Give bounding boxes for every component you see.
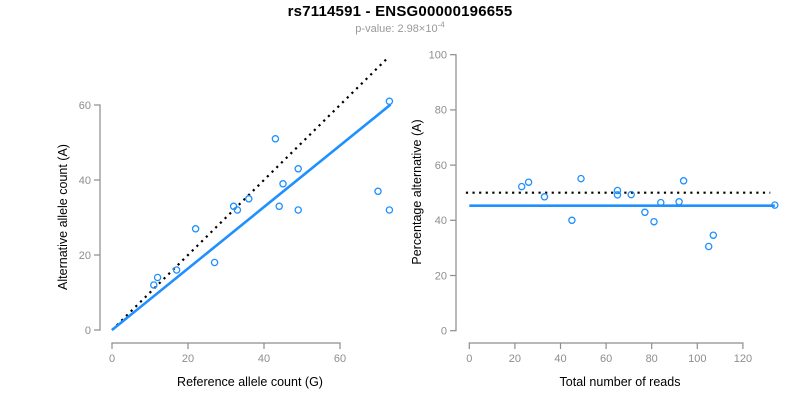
data-point bbox=[540, 193, 549, 201]
data-point bbox=[271, 135, 280, 143]
y-tick-label: 0 bbox=[441, 326, 447, 338]
data-point bbox=[374, 187, 382, 196]
y-tick-label: 60 bbox=[435, 160, 447, 172]
data-point bbox=[568, 216, 576, 225]
y-tick-label: 20 bbox=[79, 250, 91, 262]
reference-dotted-line bbox=[111, 58, 388, 331]
y-tick-label: 80 bbox=[435, 105, 447, 117]
x-tick-label: 80 bbox=[646, 353, 658, 365]
data-point bbox=[675, 198, 683, 206]
x-tick-label: 60 bbox=[334, 353, 346, 365]
x-tick-label: 40 bbox=[258, 353, 270, 365]
axes bbox=[94, 104, 341, 349]
axes bbox=[450, 54, 744, 349]
data-point bbox=[153, 273, 162, 282]
y-tick-label: 100 bbox=[429, 50, 447, 62]
allele-count-scatter: 0 20 40 60 0 20 40 60 Reference allele count (G)… bbox=[56, 58, 394, 389]
y-tick-label: 60 bbox=[79, 100, 91, 112]
data-point bbox=[229, 202, 238, 211]
y-tick-label: 20 bbox=[435, 270, 447, 282]
x-tick-label: 0 bbox=[466, 353, 472, 365]
data-point bbox=[385, 206, 394, 214]
data-point bbox=[613, 186, 622, 195]
x-axis-title: Reference allele count (G) bbox=[177, 375, 323, 389]
data-point bbox=[275, 202, 283, 211]
x-tick-label: 100 bbox=[688, 353, 706, 365]
data-point bbox=[172, 266, 181, 274]
figure-subtitle: p-value: 2.98×10-4 bbox=[0, 20, 800, 35]
data-point bbox=[233, 206, 242, 214]
data-points bbox=[517, 174, 779, 251]
x-axis-title: Total number of reads bbox=[560, 375, 681, 389]
y-axis-title: Alternative allele count (A) bbox=[56, 144, 70, 290]
data-point bbox=[709, 231, 718, 239]
data-point bbox=[294, 206, 302, 214]
x-tick-label: 20 bbox=[182, 353, 194, 365]
y-tick-label: 40 bbox=[435, 215, 447, 227]
figure-title: rs7114591 - ENSG00000196655 bbox=[287, 3, 513, 20]
x-tick-label: 120 bbox=[734, 353, 752, 365]
figure-header: rs7114591 - ENSG00000196655 p-value: 2.9… bbox=[0, 3, 800, 35]
data-point bbox=[294, 165, 302, 173]
data-point bbox=[627, 190, 635, 199]
data-point bbox=[245, 195, 253, 203]
data-point bbox=[641, 208, 649, 217]
x-tick-label: 0 bbox=[109, 353, 115, 365]
data-point bbox=[385, 97, 394, 106]
pvalue-exponent: -4 bbox=[437, 20, 445, 30]
data-point bbox=[524, 178, 533, 186]
data-point bbox=[279, 180, 287, 188]
pvalue-text: p-value: 2.98×10 bbox=[355, 23, 438, 35]
x-tick-label: 40 bbox=[554, 353, 566, 365]
data-point bbox=[771, 201, 779, 209]
y-axis-title: Percentage alternative (A) bbox=[410, 119, 424, 264]
data-point bbox=[191, 225, 200, 233]
x-tick-label: 60 bbox=[600, 353, 612, 365]
percentage-vs-reads-scatter: 0 20 40 60 80 100 0 20 40 60 80 100 120 Total number … bbox=[410, 50, 779, 389]
data-point bbox=[577, 174, 585, 183]
y-tick-label: 0 bbox=[85, 325, 91, 337]
data-point bbox=[704, 242, 713, 251]
y-tick-label: 40 bbox=[79, 175, 91, 187]
data-point bbox=[150, 281, 158, 289]
data-points bbox=[150, 97, 394, 289]
fit-line bbox=[111, 103, 392, 332]
data-point bbox=[657, 198, 665, 207]
data-point bbox=[517, 182, 526, 191]
data-point bbox=[210, 258, 219, 267]
data-point bbox=[613, 191, 622, 199]
data-point bbox=[679, 177, 688, 185]
x-tick-label: 20 bbox=[509, 353, 521, 365]
data-point bbox=[650, 217, 658, 226]
